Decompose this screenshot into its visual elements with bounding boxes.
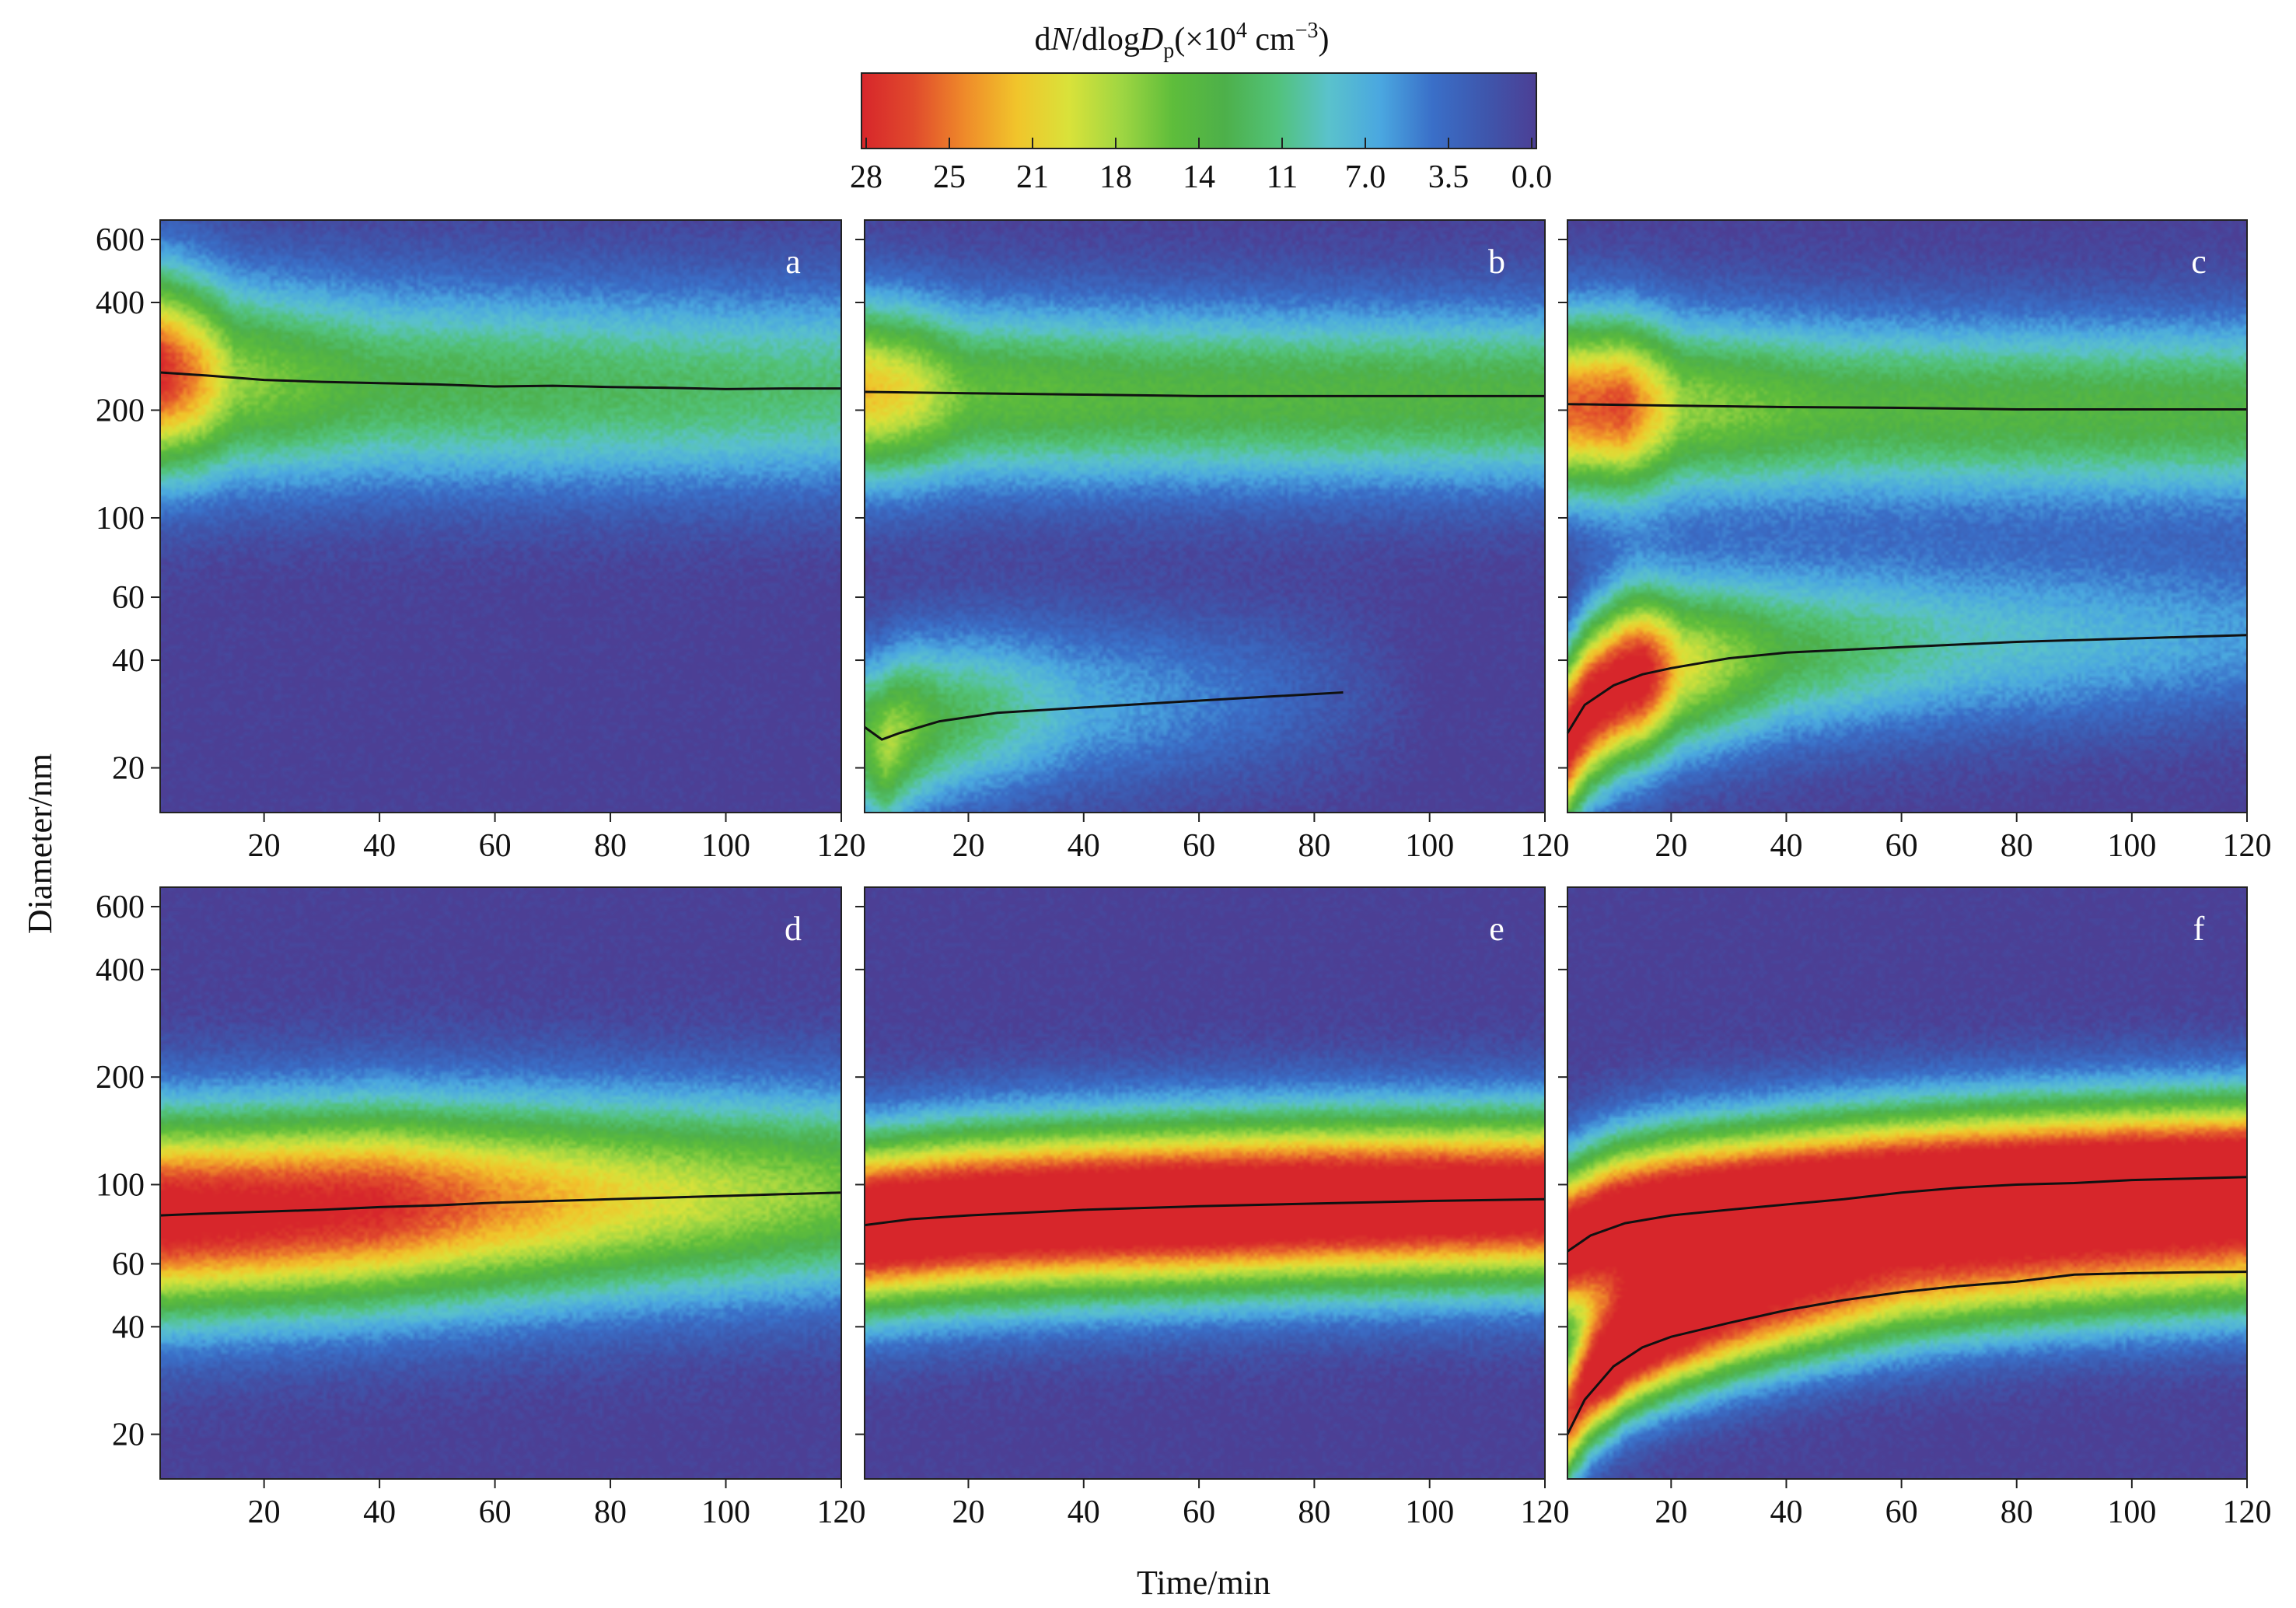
x-tick-label: 100 [2107, 828, 2156, 864]
y-tick-label: 200 [96, 1060, 145, 1096]
x-tick-label: 120 [1521, 1494, 1570, 1530]
x-tick-label: 80 [594, 828, 627, 864]
x-tick-label: 120 [1521, 828, 1570, 864]
x-tick-label: 120 [817, 828, 866, 864]
colorbar-tick-label: 28 [850, 159, 882, 195]
y-tick-label: 600 [96, 890, 145, 925]
x-tick-label: 80 [594, 1494, 627, 1530]
x-tick-label: 60 [1183, 1494, 1215, 1530]
x-tick-label: 100 [2107, 1494, 2156, 1530]
mode-line-f-1 [1567, 1176, 2248, 1253]
x-tick-label: 60 [1885, 1494, 1918, 1530]
x-tick-label: 120 [817, 1494, 866, 1530]
colorbar: dN/dlogDp(×104 cm−3) 28 25 21 18 14 11 7.0 3.5 0… [850, 19, 1552, 195]
panel-label-a: a [785, 243, 801, 281]
colorbar-tick-label: 3.5 [1428, 159, 1470, 195]
x-tick-label: 40 [1068, 1494, 1100, 1530]
mode-line-b-2 [864, 691, 1344, 741]
x-tick-label: 20 [1655, 828, 1687, 864]
y-tick-label: 100 [96, 1167, 145, 1203]
colorbar-title: dN/dlogDp(×104 cm−3) [1035, 19, 1330, 63]
mode-line-c-1 [1567, 403, 2247, 411]
heatmap-b [865, 220, 1545, 813]
panel-label-b: b [1488, 243, 1505, 281]
x-axis-title: Time/min [1137, 1564, 1270, 1602]
panel-a: 20 40 60 80 100 120 20 40 60 100 200 400 600 a [96, 219, 866, 864]
y-tick-label: 600 [96, 222, 145, 258]
colorbar-tick-label: 11 [1267, 159, 1298, 195]
panel-label-c: c [2191, 243, 2207, 281]
x-tick-label: 120 [2223, 828, 2272, 864]
heatmap-e [865, 887, 1545, 1479]
y-axis-title: Diameter/nm [21, 753, 59, 934]
x-tick-label: 100 [701, 1494, 750, 1530]
panel-c: 20 40 60 80 100 120 c [1558, 219, 2272, 864]
y-tick-label: 60 [112, 580, 145, 616]
x-tick-label: 20 [952, 828, 984, 864]
y-tick-label: 400 [96, 285, 145, 321]
x-tick-label: 20 [248, 828, 281, 864]
x-tick-label: 20 [248, 1494, 281, 1530]
x-tick-label: 60 [479, 1494, 512, 1530]
x-tick-label: 20 [1655, 1494, 1687, 1530]
colorbar-tick-label: 25 [933, 159, 966, 195]
mode-line-d-1 [159, 1191, 842, 1217]
heatmap-c [1567, 220, 2247, 813]
panel-label-e: e [1489, 910, 1504, 948]
plot-frame [159, 886, 842, 1480]
mode-line-e-1 [864, 1197, 1546, 1227]
panel-label-f: f [2193, 910, 2205, 948]
heatmap-d [160, 887, 841, 1479]
y-tick-label: 40 [112, 1309, 145, 1345]
mode-line-b-1 [864, 390, 1545, 397]
y-tick-label: 40 [112, 643, 145, 679]
colorbar-gradient [861, 72, 1537, 149]
plot-frame [1567, 219, 2248, 813]
colorbar-tick-label: 18 [1099, 159, 1132, 195]
mode-line-a-1 [159, 371, 841, 390]
y-tick-label: 400 [96, 953, 145, 988]
colorbar-tick-label: 7.0 [1345, 159, 1386, 195]
x-tick-label: 20 [952, 1494, 984, 1530]
y-tick-label: 20 [112, 1417, 145, 1453]
x-tick-label: 60 [1885, 828, 1918, 864]
x-tick-label: 80 [1298, 828, 1330, 864]
colorbar-tick-label: 14 [1183, 159, 1215, 195]
panel-b: 20 40 60 80 100 120 b [855, 219, 1570, 864]
x-tick-label: 80 [2001, 1494, 2033, 1530]
heatmap-f [1567, 887, 2247, 1479]
y-tick-label: 20 [112, 751, 145, 787]
x-tick-label: 120 [2223, 1494, 2272, 1530]
x-tick-label: 80 [2001, 828, 2033, 864]
y-tick-label: 200 [96, 393, 145, 428]
panel-f: 20 40 60 80 100 120 f [1558, 886, 2272, 1530]
x-tick-label: 40 [363, 1494, 396, 1530]
panel-e: 20 40 60 80 100 120 e [855, 886, 1570, 1530]
x-tick-label: 100 [1405, 1494, 1454, 1530]
x-tick-label: 100 [1405, 828, 1454, 864]
y-tick-label: 60 [112, 1246, 145, 1282]
colorbar-tick-label: 0.0 [1511, 159, 1553, 195]
x-tick-label: 40 [1770, 1494, 1802, 1530]
x-tick-label: 60 [1183, 828, 1215, 864]
y-tick-label: 100 [96, 501, 145, 537]
x-tick-label: 40 [363, 828, 396, 864]
x-tick-label: 60 [479, 828, 512, 864]
panel-d: 20 40 60 80 100 120 20 40 60 100 200 400 600 d [96, 886, 866, 1530]
mode-line-f-2 [1566, 1271, 2248, 1435]
panel-label-d: d [785, 910, 802, 948]
x-tick-label: 80 [1298, 1494, 1330, 1530]
plot-frame [864, 219, 1546, 813]
plot-frame [1567, 886, 2248, 1480]
plot-frame [864, 886, 1546, 1480]
x-tick-label: 40 [1770, 828, 1802, 864]
heatmap-a [160, 220, 841, 813]
mode-line-c-2 [1566, 634, 2248, 734]
plot-frame [159, 219, 842, 813]
x-tick-label: 40 [1068, 828, 1100, 864]
colorbar-tick-label: 21 [1016, 159, 1049, 195]
x-tick-label: 100 [701, 828, 750, 864]
